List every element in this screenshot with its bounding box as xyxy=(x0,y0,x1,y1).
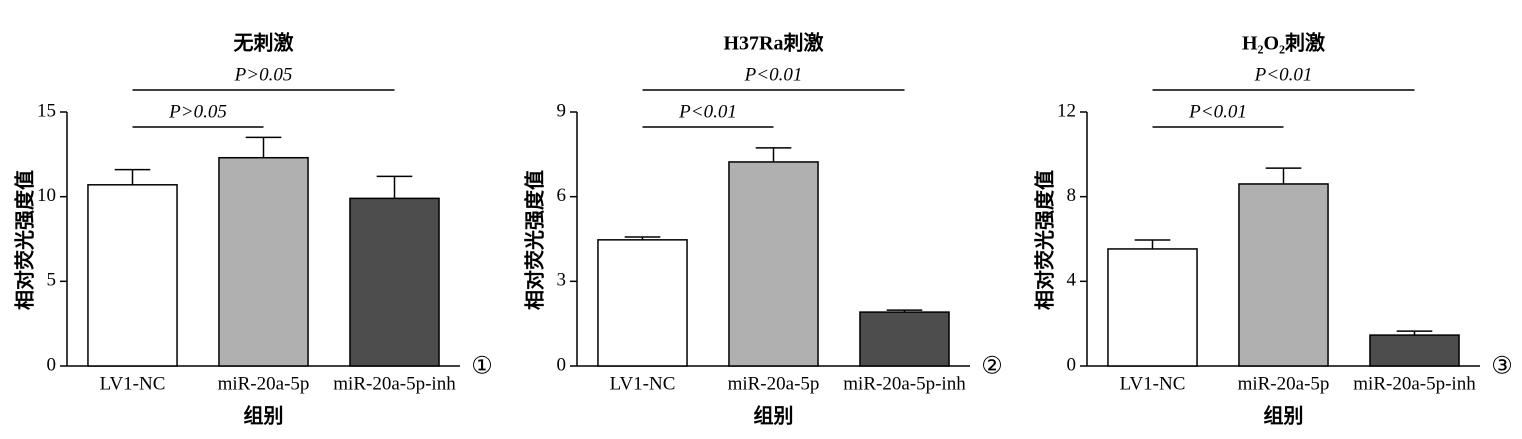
significance-label: P<0.01 xyxy=(744,64,803,85)
y-tick-label: 6 xyxy=(557,185,567,206)
bar xyxy=(859,311,950,367)
x-axis-label: 组别 xyxy=(244,404,284,428)
x-tick-label: miR-20a-5p-inh xyxy=(843,373,966,394)
y-tick-label: 9 xyxy=(557,100,567,121)
significance-label: P>0.05 xyxy=(234,64,293,85)
x-tick-label: miR-20a-5p xyxy=(1238,373,1330,394)
bar xyxy=(1107,248,1198,367)
x-tick-label: miR-20a-5p-inh xyxy=(333,373,456,394)
x-tick-label: LV1-NC xyxy=(100,373,166,394)
panel-title: H37Ra刺激 xyxy=(724,31,824,55)
x-axis-label: 组别 xyxy=(754,404,794,428)
y-tick-label: 0 xyxy=(47,354,57,375)
bar xyxy=(1238,183,1329,367)
y-tick-label: 3 xyxy=(557,270,567,291)
significance-label: P<0.01 xyxy=(1188,101,1247,122)
y-tick-label: 12 xyxy=(1057,100,1076,121)
x-tick-label: miR-20a-5p-inh xyxy=(1353,373,1476,394)
panel-label: ① xyxy=(471,354,493,380)
panel-label: ② xyxy=(981,354,1003,380)
panel-title: 无刺激 xyxy=(234,31,294,55)
panel-label: ③ xyxy=(1491,354,1513,380)
y-axis-label: 相对荧光强度值 xyxy=(523,170,547,310)
bar xyxy=(1369,334,1460,367)
significance-label: P<0.01 xyxy=(678,101,737,122)
bar xyxy=(349,197,440,367)
bar xyxy=(218,156,309,367)
y-tick-label: 15 xyxy=(37,100,56,121)
x-tick-label: LV1-NC xyxy=(1120,373,1186,394)
x-axis-label: 组别 xyxy=(1264,404,1304,428)
x-tick-label: miR-20a-5p xyxy=(728,373,820,394)
y-tick-label: 4 xyxy=(1067,270,1077,291)
x-tick-label: miR-20a-5p xyxy=(218,373,310,394)
bar xyxy=(728,161,819,367)
y-axis-label: 相对荧光强度值 xyxy=(1033,170,1057,310)
significance-label: P<0.01 xyxy=(1254,64,1313,85)
y-tick-label: 0 xyxy=(1067,354,1077,375)
y-tick-label: 0 xyxy=(557,354,567,375)
bar xyxy=(87,184,178,367)
bar xyxy=(597,239,688,367)
significance-label: P>0.05 xyxy=(168,101,227,122)
panel-title: H₂O₂刺激 xyxy=(1242,31,1325,55)
y-tick-label: 10 xyxy=(37,185,56,206)
y-axis-label: 相对荧光强度值 xyxy=(13,170,37,310)
y-tick-label: 5 xyxy=(47,270,57,291)
y-tick-label: 8 xyxy=(1067,185,1077,206)
x-tick-label: LV1-NC xyxy=(610,373,676,394)
